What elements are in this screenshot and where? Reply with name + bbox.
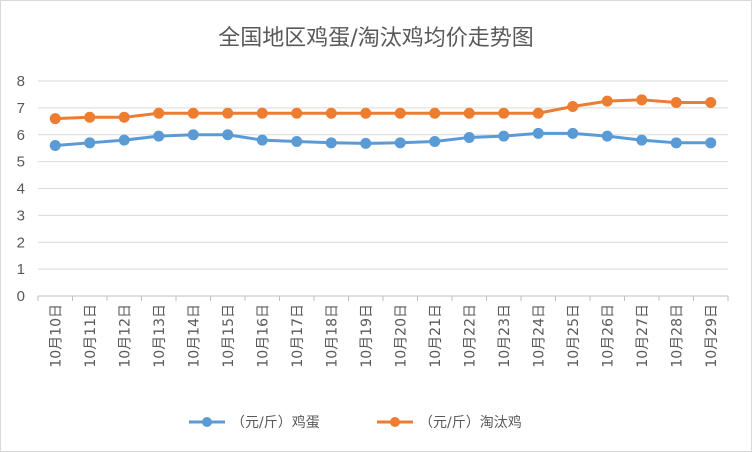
data-point [670,137,682,149]
series-2 [49,94,717,125]
series-lines [49,94,717,151]
y-tick-label: 3 [17,207,25,224]
x-tick-label: 10月26日 [600,304,616,368]
data-point [325,137,337,149]
legend-label: （元/斤）淘汰鸡 [419,414,522,431]
data-point [187,107,199,119]
data-point [429,107,441,119]
data-point [670,97,682,108]
data-point [429,135,441,147]
chart-title: 全国地区鸡蛋/淘汰鸡均价走势图 [218,26,533,51]
data-point [360,137,372,149]
data-point [705,137,717,149]
legend-label: （元/斤）鸡蛋 [231,414,320,431]
series-line [53,131,713,147]
x-tick-label: 10月21日 [428,304,444,368]
data-point [601,130,613,142]
y-tick-label: 8 [17,73,25,90]
x-tick-label: 10月19日 [359,304,375,368]
data-point [118,111,130,123]
data-point [567,127,579,139]
data-point [705,97,717,108]
y-tick-label: 0 [17,288,25,305]
x-tick-label: 10月17日 [290,304,306,368]
x-tick-label: 10月11日 [83,304,99,368]
x-tick-label: 10月10日 [48,304,64,368]
x-tick-label: 10月13日 [152,304,168,368]
x-tick-label: 10月29日 [704,304,720,368]
data-point [498,107,510,119]
legend-marker [202,417,212,427]
data-point [463,131,475,143]
x-tick-label: 10月23日 [497,304,513,368]
data-point [256,134,268,146]
x-axis-ticks: 10月10日 10月11日 10月12日 10月13日 10月14日 10月15日 10月1… [37,296,729,368]
y-tick-label: 2 [17,234,25,251]
data-point [567,101,579,113]
y-axis-ticks: 0 1 2 3 4 5 6 7 8 [17,73,25,305]
data-point [463,107,475,119]
x-tick-label: 10月27日 [635,304,651,368]
data-point [532,127,544,139]
data-point [601,95,613,107]
x-tick-label: 10月15日 [221,304,237,368]
x-tick-label: 10月28日 [669,304,685,368]
y-tick-label: 6 [17,127,25,144]
series-line [53,98,713,121]
data-point [153,107,165,119]
data-point [256,107,268,119]
x-tick-label: 10月22日 [462,304,478,368]
data-point [498,130,510,142]
x-tick-label: 10月14日 [186,304,202,368]
series-1 [49,127,717,151]
data-point [187,129,199,141]
legend: （元/斤）鸡蛋 （元/斤）淘汰鸡 [189,414,522,431]
data-point [118,134,130,146]
data-point [222,107,234,119]
data-point [84,111,96,123]
data-point [325,107,337,119]
x-tick-label: 10月20日 [393,304,409,368]
x-tick-label: 10月25日 [566,304,582,368]
gridlines [38,80,728,297]
data-point [49,113,61,125]
y-tick-label: 7 [17,100,25,117]
data-point [636,94,648,106]
legend-marker [390,417,400,427]
x-tick-label: 10月16日 [255,304,271,368]
legend-item: （元/斤）淘汰鸡 [377,414,522,431]
data-point [291,135,303,147]
x-tick-label: 10月24日 [531,304,547,368]
data-point [153,130,165,142]
data-point [394,107,406,119]
data-point [49,140,61,151]
data-point [360,107,372,119]
data-point [222,129,234,141]
x-tick-label: 10月12日 [117,304,133,368]
y-tick-label: 1 [17,261,25,278]
x-tick-label: 10月18日 [324,304,340,368]
data-point [636,134,648,146]
data-point [394,137,406,149]
data-point [291,107,303,119]
legend-item: （元/斤）鸡蛋 [189,414,320,431]
y-tick-label: 5 [17,154,25,171]
data-point [84,137,96,149]
y-tick-label: 4 [17,181,25,198]
data-point [532,107,544,119]
